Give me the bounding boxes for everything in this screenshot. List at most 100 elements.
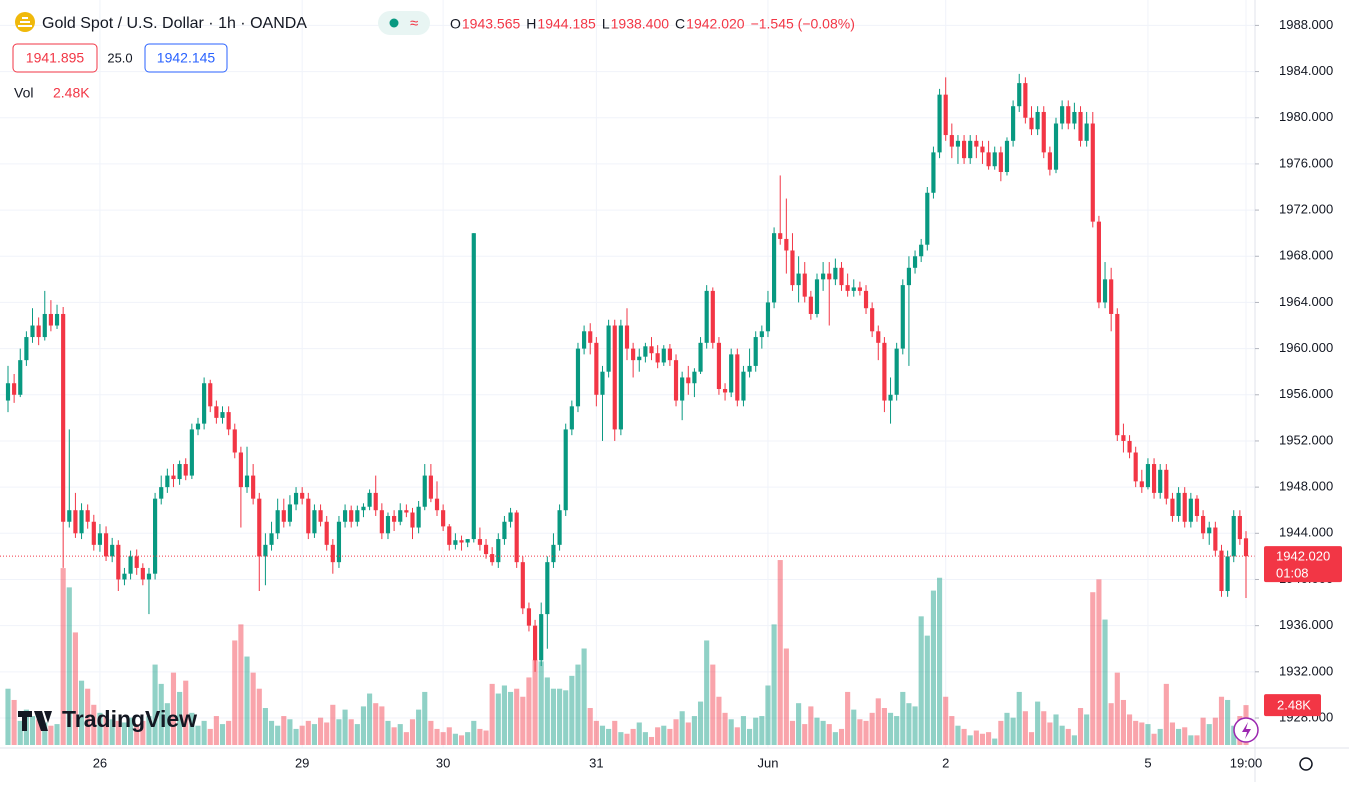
volume-bar — [544, 677, 550, 745]
candle-body — [557, 510, 562, 545]
candle-body — [710, 290, 715, 343]
candle-body — [97, 533, 103, 545]
volume-bar — [851, 709, 857, 745]
volume-bar — [581, 648, 587, 745]
candle-body — [1078, 111, 1083, 141]
candle-body — [876, 331, 881, 343]
volume-bar — [103, 716, 109, 745]
volume-bar — [1194, 735, 1200, 745]
candle-body — [998, 152, 1003, 172]
candle-body — [968, 140, 973, 159]
volume-bar — [1077, 708, 1084, 745]
candle-body — [827, 273, 832, 280]
volume-bar — [213, 716, 219, 745]
x-tick-label: 5 — [1144, 755, 1151, 770]
volume-bar — [550, 688, 557, 745]
volume-bar — [256, 688, 262, 745]
candle-body — [398, 510, 403, 522]
buy-box[interactable] — [144, 43, 228, 73]
y-tick-label: 1988.000 — [1279, 17, 1333, 32]
volume-bar — [477, 728, 483, 745]
candle-body — [821, 273, 826, 280]
volume-bar — [72, 632, 78, 745]
candle-body — [171, 475, 176, 480]
candle-body — [753, 337, 758, 366]
candle-body — [943, 94, 948, 136]
candle-body — [300, 492, 305, 499]
volume-bar — [967, 735, 973, 745]
volume-bar — [97, 712, 103, 745]
status-pill[interactable] — [378, 11, 430, 35]
candle-body — [502, 521, 507, 540]
y-tick-label: 1948.000 — [1279, 479, 1333, 494]
volume-bar — [507, 691, 514, 745]
axes: 1928.0001932.0001936.0001940.0001944.000… — [93, 17, 1342, 770]
volume-pane — [5, 560, 1249, 745]
candle-body — [704, 290, 709, 343]
volume-bar — [275, 725, 281, 745]
volume-bar — [587, 708, 593, 745]
candle-body — [330, 544, 335, 563]
volume-bar — [1126, 714, 1133, 745]
volume-tag-label: 2.48K — [1277, 698, 1311, 713]
sell-box[interactable] — [12, 43, 98, 73]
volume-bar — [826, 724, 832, 745]
candle-body — [183, 464, 188, 476]
volume-bar — [471, 720, 477, 745]
candle-body — [349, 510, 354, 522]
candle-body — [637, 356, 642, 361]
candle-body — [232, 429, 237, 453]
candle-body — [551, 544, 556, 563]
y-tick-label: 1972.000 — [1279, 202, 1333, 217]
candle-body — [477, 539, 482, 545]
candle-body — [18, 360, 23, 395]
candle-body — [845, 285, 850, 291]
candle-body — [955, 140, 961, 147]
volume-bar — [17, 720, 23, 745]
candle-body — [1170, 498, 1175, 516]
volume-bar — [697, 701, 704, 745]
candle-body — [906, 267, 912, 286]
volume-bar — [722, 712, 728, 745]
symbol-title[interactable]: Gold Spot / U.S. Dollar · 1h · OANDA — [42, 15, 307, 32]
candle-body — [649, 346, 654, 354]
volume-bar — [557, 688, 563, 745]
last-price-tag — [1264, 546, 1342, 583]
volume-bar — [128, 717, 134, 745]
volume-tag — [1264, 694, 1321, 717]
volume-bar — [1176, 728, 1182, 745]
settings-icon[interactable] — [1299, 757, 1313, 771]
candle-body — [961, 140, 967, 159]
candle-body — [12, 383, 17, 395]
volume-bar — [177, 691, 183, 745]
y-tick-label: 1968.000 — [1279, 248, 1333, 263]
volume-bar — [164, 703, 170, 745]
volume-bar — [158, 683, 164, 745]
volume-bar — [747, 728, 753, 745]
volume-bar — [526, 677, 532, 745]
candle-body — [1225, 556, 1230, 592]
candle-body — [673, 360, 679, 401]
volume-bar — [1047, 722, 1053, 745]
candle-body — [269, 533, 274, 545]
candle-body — [931, 152, 936, 193]
candle-body — [600, 371, 605, 395]
candle-body — [36, 325, 41, 338]
candle-body — [79, 510, 84, 534]
candle-body — [1023, 83, 1028, 118]
candle-body — [1194, 498, 1200, 516]
candle-body — [1176, 492, 1181, 516]
volume-bar — [397, 724, 403, 745]
candle-body — [532, 625, 538, 661]
candle-body — [772, 233, 777, 303]
candle-body — [520, 562, 525, 609]
candle-body — [208, 383, 213, 407]
y-tick-label: 1976.000 — [1279, 155, 1333, 170]
volume-bar — [887, 712, 894, 745]
volume-bar — [1182, 727, 1188, 745]
candle-body — [1041, 111, 1046, 153]
x-tick-label: 29 — [295, 755, 309, 770]
candle-body — [857, 287, 862, 291]
volume-bar — [318, 717, 324, 745]
x-tick-label: 26 — [93, 755, 107, 770]
